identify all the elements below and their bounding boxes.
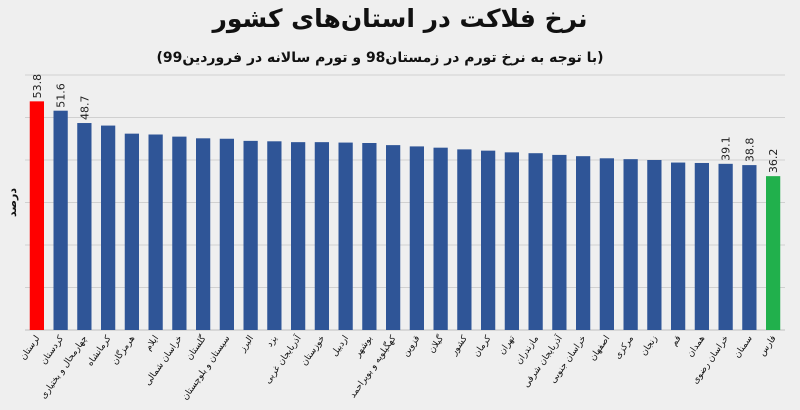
y-axis-label: درصد [6,188,19,217]
bar [457,149,472,330]
bar [647,160,662,330]
bar [386,145,401,330]
x-tick-label: کشور [449,333,470,358]
bar [291,142,306,330]
x-tick-label: زنجان [639,334,660,358]
bar [362,143,377,330]
x-tick-label: فارس [758,334,779,358]
bar [576,156,591,330]
x-tick-label: هرمزگان [108,333,137,367]
x-tick-label: لرستان [18,334,42,362]
chart-subtitle: (با توجه به نرخ تورم در زمستان98 و تورم … [156,50,604,66]
bar [552,154,567,330]
data-label: 48.7 [78,96,91,121]
bar [433,147,448,330]
bar [124,133,139,330]
bar [766,176,781,330]
bar [504,152,519,330]
bar [599,158,614,330]
chart-title: نرخ فلاکت در استان‌های کشور [212,4,588,33]
bar [409,146,424,330]
x-tick-label: همدان [685,334,707,359]
x-tick-label: بوشهر [352,334,374,360]
bar [481,150,496,330]
x-tick-label: البرز [237,334,256,355]
x-tick-label: گیلان [425,332,446,355]
data-label: 39.1 [720,136,733,161]
bar [314,142,329,330]
bar [742,165,757,330]
bar [267,141,282,330]
x-tick-label: یزد [265,334,280,350]
bars [29,101,781,331]
bar [101,125,116,330]
bar [148,134,163,330]
bar [718,163,733,330]
x-tick-label: اصفهان [588,334,612,363]
x-tick-label: مرکزی [613,334,636,361]
bar [243,140,258,330]
data-label: 36.2 [767,149,780,174]
bar [29,101,44,330]
x-tick-label: گلستان [183,332,209,362]
x-tick-label: سمنان [732,334,754,360]
bar [53,110,68,330]
bar [172,136,187,330]
data-labels: 53.8 51.6 48.7 39.1 38.8 36.2 [31,74,780,173]
x-tick-label: سیستان و بلوچستان [180,334,232,402]
x-tick-label: کرمان [472,333,494,359]
x-tick-label: چهارمحال و بختیاری [39,334,90,401]
x-tick-label: کرمانشاه [85,333,114,368]
x-tick-label: اردبیل [330,334,351,358]
bar [528,153,543,330]
bar [338,142,353,330]
data-label: 38.8 [743,138,756,163]
bar [694,162,709,330]
x-tick-label: قزوین [401,334,422,359]
bar [219,138,234,330]
x-tick-label: تهران [497,334,517,357]
bar [623,159,638,330]
x-tick-label: قم [669,334,683,348]
x-tick-label: ایلام [144,334,161,353]
data-label: 51.6 [55,83,68,108]
bar [671,162,686,330]
x-tick-label: خوزستان [300,334,328,368]
bar [196,138,211,330]
bar [77,123,92,331]
data-label: 53.8 [31,74,44,99]
